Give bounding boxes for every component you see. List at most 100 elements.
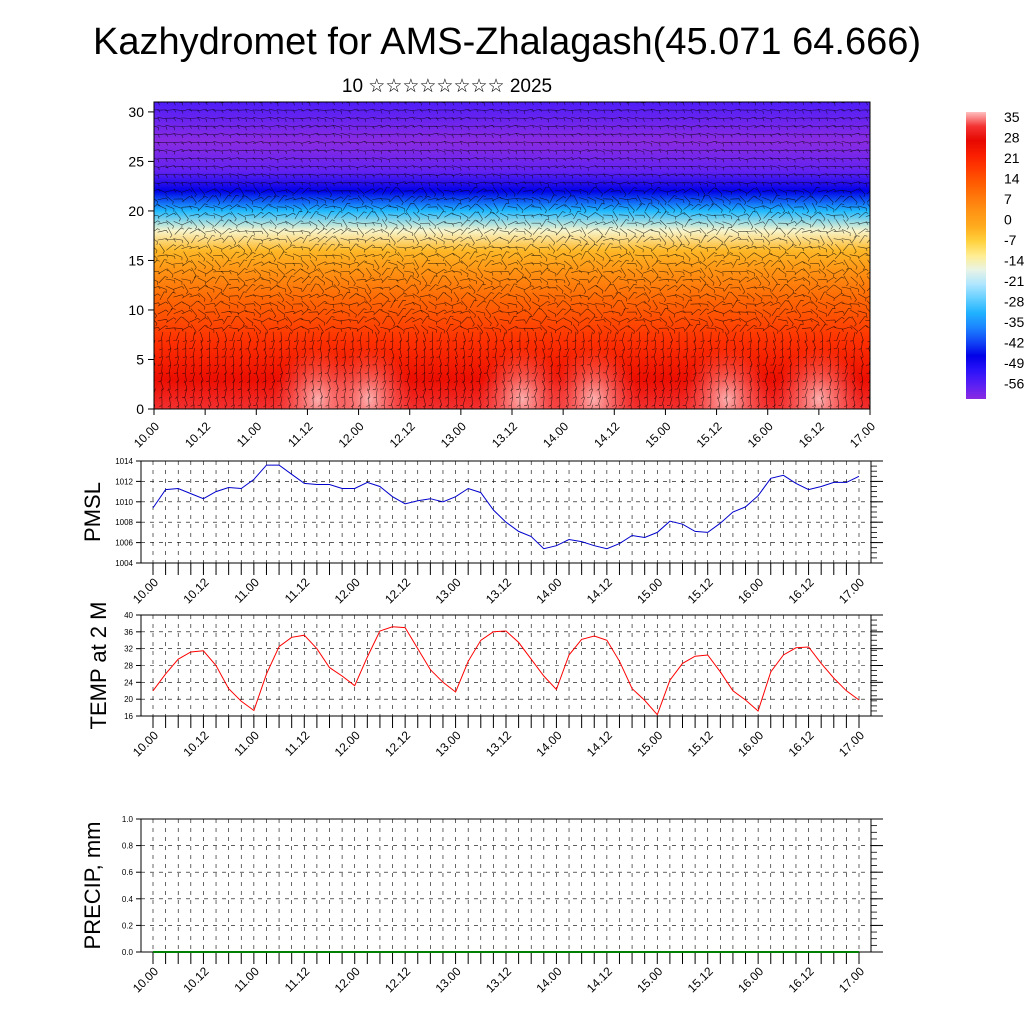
- y-tick-label: 1004: [115, 559, 133, 568]
- colorbar-label: 7: [1004, 191, 1012, 207]
- x-tick-label: 15.12: [694, 419, 725, 450]
- x-tick-label: 10.00: [130, 575, 161, 606]
- x-tick-label: 16.12: [786, 575, 817, 606]
- x-tick-label: 14.00: [533, 964, 564, 995]
- x-tick-label: 13.00: [433, 964, 464, 995]
- x-tick-label: 17.00: [847, 419, 878, 450]
- colorbar-labels: 35 28 21 14 7 0 -7 -14 -21 -28 -35 -42 -49 -56: [1004, 109, 1024, 392]
- x-tick-label: 15.00: [634, 728, 665, 759]
- y-tick-label: 1006: [115, 539, 133, 548]
- y-tick-label: 36: [124, 628, 133, 637]
- x-tick-label: 10.00: [130, 728, 161, 759]
- vertical-section-y-axis: 0 5 10 15 20 25 30: [128, 104, 154, 417]
- y-tick-label: 20: [124, 695, 133, 704]
- pmsl-panel: 1004 1006 1008 1010 1012 1014 10.00 10.12 11.00 1…: [80, 457, 883, 606]
- y-tick-label: 0.4: [122, 895, 134, 904]
- precip-panel: 0.0 0.2 0.4 0.6 0.8 1.0 10.00 10.12 11.00 11.12 12…: [80, 815, 883, 995]
- x-tick-label: 14.00: [533, 575, 564, 606]
- x-tick-label: 12.12: [382, 728, 413, 759]
- x-tick-label: 10.00: [130, 964, 161, 995]
- temp2m-series-line: [152, 626, 860, 716]
- chart-subtitle: 10 ☆☆☆☆☆☆☆☆ 2025: [342, 76, 552, 97]
- x-tick-label: 10.12: [182, 419, 213, 450]
- x-tick-label: 16.00: [735, 575, 766, 606]
- x-tick-label: 13.12: [483, 964, 514, 995]
- panel-frame: [140, 614, 872, 717]
- colorbar-label: 0: [1004, 212, 1012, 228]
- colorbar-label: 14: [1004, 171, 1020, 187]
- x-tick-label: 17.00: [836, 575, 867, 606]
- x-tick-label: 13.00: [438, 419, 469, 450]
- vertical-section-x-axis: 10.00 10.12 11.00 11.12 12.00 12.12 13.00 13.12…: [131, 409, 878, 450]
- wind-vectors: [154, 102, 870, 409]
- vertical-section-panel: 0 5 10 15 20 25 30 10.00 10.12 11.00 11.12 12.00 12…: [128, 101, 878, 450]
- y-tick-label: 0.6: [122, 868, 134, 877]
- x-tick-label: 10.12: [180, 728, 211, 759]
- x-tick-label: 11.12: [282, 728, 313, 759]
- colorbar-label: -21: [1004, 273, 1024, 289]
- y-tick-label: 1008: [115, 518, 133, 527]
- temp2m-ylabel: TEMP at 2 M: [86, 602, 111, 730]
- colorbar-label: -14: [1004, 253, 1024, 269]
- y-tick-label: 32: [124, 645, 133, 654]
- y-tick-label: 1014: [115, 457, 133, 466]
- x-tick-label: 12.12: [382, 575, 413, 606]
- x-tick-label: 11.12: [285, 419, 316, 450]
- colorbar-label: -49: [1004, 355, 1024, 371]
- x-tick-label: 11.00: [231, 575, 262, 606]
- temp2m-panel: 16 20 24 28 32 36 40 10.00 10.12 11.00 11.12 12.00 1…: [86, 602, 883, 759]
- y-tick-label: 0.2: [122, 921, 134, 930]
- y-tick-label: 40: [124, 611, 133, 620]
- x-tick-label: 13.00: [433, 728, 464, 759]
- colorbar-label: 28: [1004, 130, 1020, 146]
- warm-core: [682, 347, 771, 409]
- x-tick-label: 12.00: [332, 575, 363, 606]
- warm-core: [774, 347, 863, 409]
- y-tick-label: 30: [128, 104, 144, 120]
- x-tick-label: 15.12: [685, 728, 716, 759]
- colorbar: 35 28 21 14 7 0 -7 -14 -21 -28 -35 -42 -49 -56: [966, 109, 1024, 399]
- x-tick-label: 12.12: [387, 419, 418, 450]
- y-tick-label: 0.0: [122, 948, 134, 957]
- x-tick-label: 10.12: [180, 575, 211, 606]
- warm-core: [478, 347, 567, 409]
- x-tick-label: 14.12: [584, 575, 615, 606]
- x-tick-label: 10.00: [131, 419, 162, 450]
- panel-frame: [140, 460, 872, 564]
- x-tick-label: 15.00: [634, 575, 665, 606]
- x-tick-label: 11.12: [282, 575, 313, 606]
- x-tick-label: 13.12: [483, 575, 514, 606]
- x-tick-label: 15.12: [685, 964, 716, 995]
- y-tick-label: 0: [136, 401, 144, 417]
- precip-ylabel: PRECIP, mm: [80, 822, 105, 950]
- colorbar-label: -35: [1004, 314, 1024, 330]
- x-tick-label: 13.12: [489, 419, 520, 450]
- colorbar-label: -56: [1004, 376, 1024, 392]
- y-tick-label: 16: [124, 712, 133, 721]
- x-tick-label: 11.12: [282, 964, 313, 995]
- x-tick-label: 17.00: [836, 728, 867, 759]
- y-tick-label: 28: [124, 662, 133, 671]
- y-tick-label: 1012: [115, 477, 133, 486]
- x-tick-label: 16.12: [786, 964, 817, 995]
- y-tick-label: 0.8: [122, 842, 134, 851]
- x-tick-label: 13.12: [483, 728, 514, 759]
- x-tick-label: 12.00: [336, 419, 367, 450]
- x-tick-label: 16.00: [735, 728, 766, 759]
- x-tick-label: 14.12: [584, 728, 615, 759]
- y-tick-label: 1010: [115, 498, 133, 507]
- x-tick-label: 15.12: [685, 575, 716, 606]
- x-tick-label: 13.00: [433, 575, 464, 606]
- colorbar-label: -42: [1004, 335, 1024, 351]
- x-tick-label: 11.00: [231, 964, 262, 995]
- y-tick-label: 20: [128, 203, 144, 219]
- x-tick-label: 15.00: [642, 419, 673, 450]
- x-tick-label: 14.12: [584, 964, 615, 995]
- surface-warm-cores: [273, 347, 863, 409]
- x-tick-label: 16.12: [786, 728, 817, 759]
- colorbar-label: -28: [1004, 294, 1024, 310]
- colorbar-ramp: [966, 112, 986, 399]
- colorbar-label: -7: [1004, 232, 1017, 248]
- y-tick-label: 10: [128, 302, 144, 318]
